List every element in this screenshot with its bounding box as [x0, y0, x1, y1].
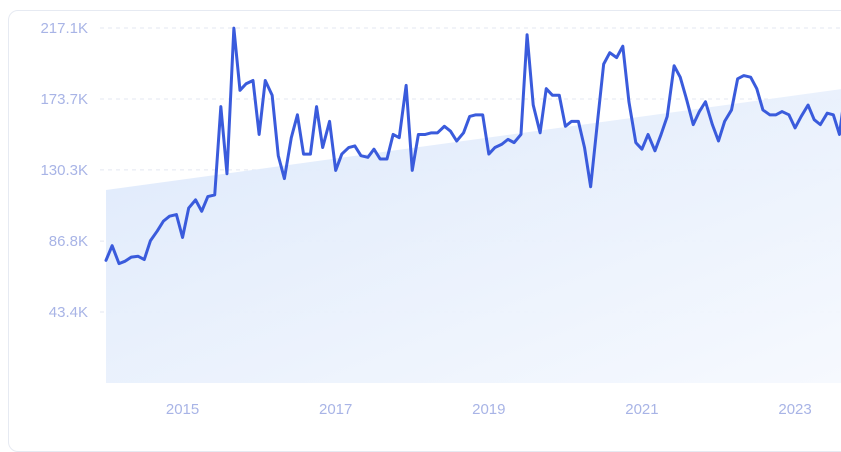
y-axis-ticks: 217.1K 173.7K 130.3K 86.8K 43.4K	[40, 20, 88, 321]
y-tick-label: 217.1K	[40, 20, 88, 37]
y-tick-label: 130.3K	[40, 162, 88, 179]
x-tick-label: 2021	[625, 401, 658, 418]
x-tick-label: 2017	[319, 401, 352, 418]
y-tick-label: 173.7K	[40, 91, 88, 108]
y-tick-label: 43.4K	[49, 304, 88, 321]
y-tick-label: 86.8K	[49, 233, 88, 250]
x-axis-ticks: 2015 2017 2019 2021 2023	[166, 401, 812, 418]
x-tick-label: 2019	[472, 401, 505, 418]
x-tick-label: 2015	[166, 401, 199, 418]
trend-area	[106, 85, 841, 383]
x-tick-label: 2023	[778, 401, 811, 418]
trend-area-band	[106, 85, 841, 383]
